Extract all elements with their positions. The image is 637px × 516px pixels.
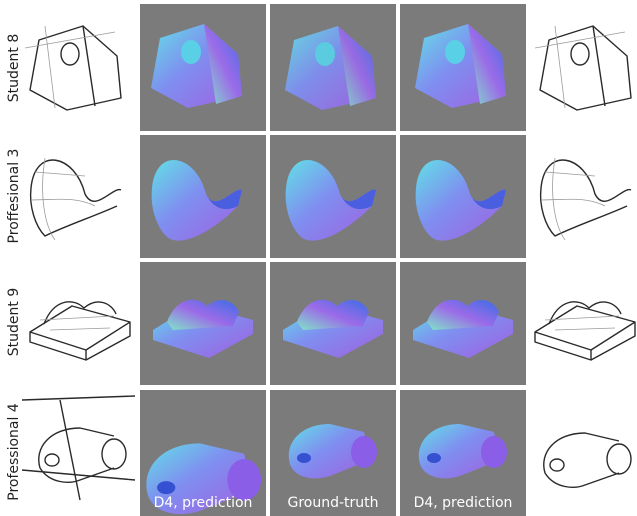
- column-caption: D4, prediction: [414, 495, 513, 511]
- row-label: Professional 4: [6, 403, 22, 501]
- row-label: Student 8: [6, 34, 22, 102]
- column-caption: Ground-truth: [287, 495, 378, 511]
- row-label: Proffesional 3: [6, 149, 22, 244]
- column-caption: D4, prediction: [154, 495, 253, 511]
- row-label: Student 9: [6, 288, 22, 356]
